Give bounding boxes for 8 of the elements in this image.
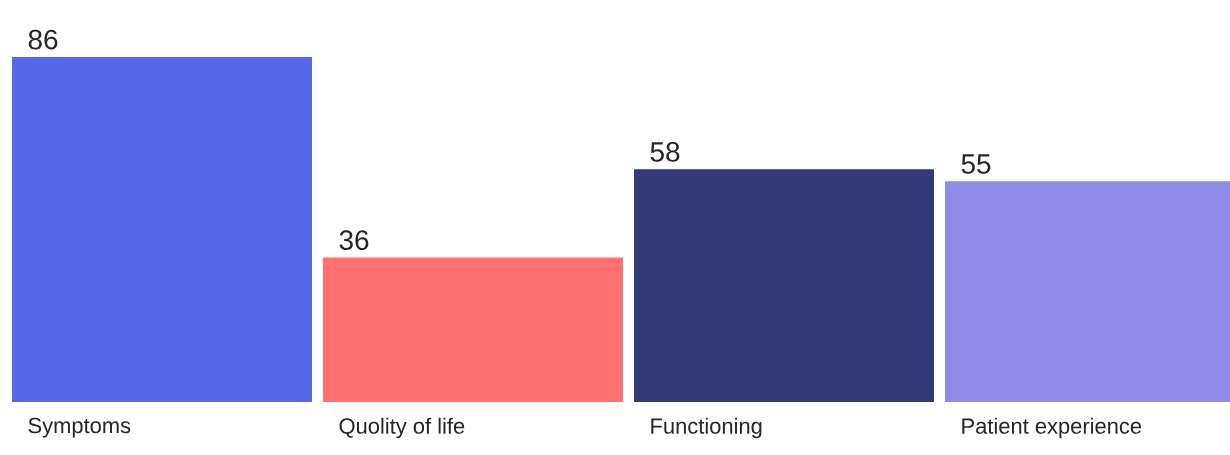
x-tick-label: Quolity of life xyxy=(339,417,465,439)
x-tick-label: Functioning xyxy=(651,417,762,439)
data-label: 36 xyxy=(339,230,369,251)
x-tick-label: Symptoms xyxy=(28,417,131,438)
data-label: 58 xyxy=(650,142,680,162)
data-label: 86 xyxy=(28,29,58,50)
x-tick-label: Patient experience xyxy=(962,417,1142,439)
data-label: 55 xyxy=(961,154,991,174)
